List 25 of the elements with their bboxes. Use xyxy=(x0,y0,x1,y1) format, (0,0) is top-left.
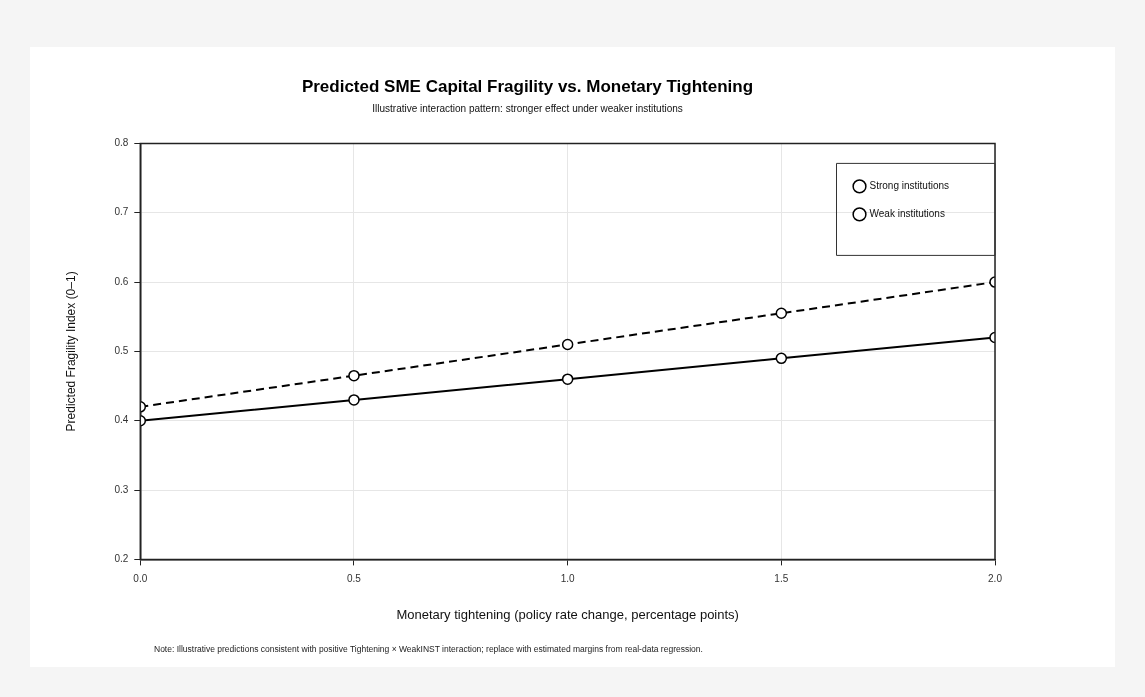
legend-label: Strong institutions xyxy=(869,180,950,192)
y-tick-label: 0.4 xyxy=(114,414,129,426)
x-tick-label: 0.5 xyxy=(347,573,362,585)
point xyxy=(775,307,788,320)
point xyxy=(775,352,788,365)
y-tick-label: 0.8 xyxy=(114,137,129,149)
y-axis-title: Predicted Fragility Index (0–1) xyxy=(63,271,78,432)
legend-label: Weak institutions xyxy=(869,208,945,220)
y-tick-label: 0.6 xyxy=(114,275,129,287)
x-tick-label: 2.0 xyxy=(988,573,1003,585)
y-tick-label: 0.2 xyxy=(114,553,129,565)
x-tick-label: 0.0 xyxy=(133,573,148,585)
point xyxy=(348,369,360,382)
x-axis-title: Monetary tightening (policy rate change, percentage points) xyxy=(396,606,739,622)
y-tick-label: 0.7 xyxy=(114,206,129,218)
chart-subtitle: Illustrative interaction pattern: stronger effect under weaker institutions xyxy=(372,103,683,115)
y-tick-label: 0.5 xyxy=(114,345,129,357)
chart-title: Predicted SME Capital Fragility vs. Monetary Tightening xyxy=(301,76,754,96)
x-tick-label: 1.0 xyxy=(560,573,576,585)
y-tick-label: 0.3 xyxy=(114,483,129,495)
text: Note: Illustrative predictions consistent with positive Tightening × WeakINST interaction; replace with estimated margins from real-data regression. xyxy=(154,644,703,654)
point xyxy=(348,394,360,406)
point xyxy=(561,373,574,385)
x-tick-label: 1.5 xyxy=(774,573,789,585)
point xyxy=(561,338,574,351)
